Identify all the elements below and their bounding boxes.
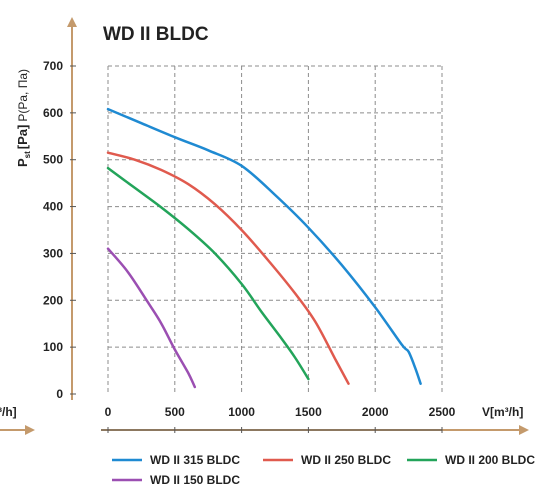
x-tick-label: 2000	[362, 405, 389, 419]
series-line-wd-ii-200-bldc	[106, 166, 310, 381]
series-line-wd-ii-150-bldc	[106, 247, 197, 389]
series-line-wd-ii-315-bldc	[106, 107, 422, 385]
series-line-wd-ii-250-bldc	[106, 151, 350, 385]
x-tick-label: 1500	[295, 405, 322, 419]
y-tick-label: 300	[43, 246, 63, 260]
y-axis-label-subscript: st	[23, 151, 32, 158]
x-tick-label: 500	[165, 405, 185, 419]
y-tick-label: 0	[56, 387, 63, 401]
legend: WD II 315 BLDC WD II 250 BLDC WD II 200 BL…	[112, 453, 535, 487]
grid	[107, 65, 443, 394]
x-tick-label: 0	[105, 405, 112, 419]
y-tick-label: 500	[43, 153, 63, 167]
y-tick-label: 400	[43, 200, 63, 214]
y-axis-label-extra: P(Pa, Па)	[16, 69, 30, 122]
svg-text:Pst[Pa]P(Pa, Па): Pst[Pa] P(Pa, Па)	[15, 69, 32, 167]
legend-label-wd-ii-250-bldc: WD II 250 BLDC	[301, 453, 391, 467]
y-tick-label: 100	[43, 340, 63, 354]
chart-title: WD II BLDC	[103, 24, 209, 45]
tick-labels: 0 100 200 300 400 500 600 700 0 500 1000 1500 2000 25…	[43, 59, 456, 419]
y-axis-label-symbol: P	[15, 158, 30, 167]
legend-label-wd-ii-315-bldc: WD II 315 BLDC	[150, 453, 240, 467]
legend-label-wd-ii-150-bldc: WD II 150 BLDC	[150, 473, 240, 487]
series-layer	[106, 107, 422, 389]
x-axis-label-left: ³/h]	[0, 405, 17, 419]
y-axis-label-unit: [Pa]	[15, 125, 30, 150]
y-tick-label: 600	[43, 106, 63, 120]
x-tick-label: 1000	[228, 405, 255, 419]
x-axis-label: V[m³/h]	[482, 405, 523, 419]
legend-label-wd-ii-200-bldc: WD II 200 BLDC	[445, 453, 535, 467]
y-tick-label: 200	[43, 293, 63, 307]
axes	[0, 17, 529, 435]
y-axis-label: Pst[Pa] P(Pa, Па)	[15, 69, 32, 167]
y-tick-label: 700	[43, 59, 63, 73]
x-tick-label: 2500	[429, 405, 456, 419]
